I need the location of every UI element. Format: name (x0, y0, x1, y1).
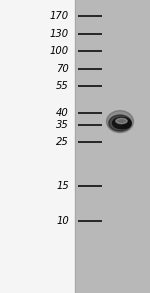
Text: 15: 15 (56, 181, 69, 191)
Ellipse shape (116, 118, 127, 124)
Bar (75, 0, 150, 293)
Bar (0, 0, 75, 293)
Text: 55: 55 (56, 81, 69, 91)
Ellipse shape (109, 115, 131, 131)
Ellipse shape (121, 119, 131, 128)
Text: 40: 40 (56, 108, 69, 118)
Text: 25: 25 (56, 137, 69, 147)
Text: 170: 170 (50, 11, 69, 21)
Text: 10: 10 (56, 216, 69, 226)
Ellipse shape (106, 110, 134, 132)
Text: 70: 70 (56, 64, 69, 74)
Ellipse shape (112, 117, 130, 129)
Text: 130: 130 (50, 29, 69, 39)
Text: 100: 100 (50, 46, 69, 56)
Text: 35: 35 (56, 120, 69, 130)
